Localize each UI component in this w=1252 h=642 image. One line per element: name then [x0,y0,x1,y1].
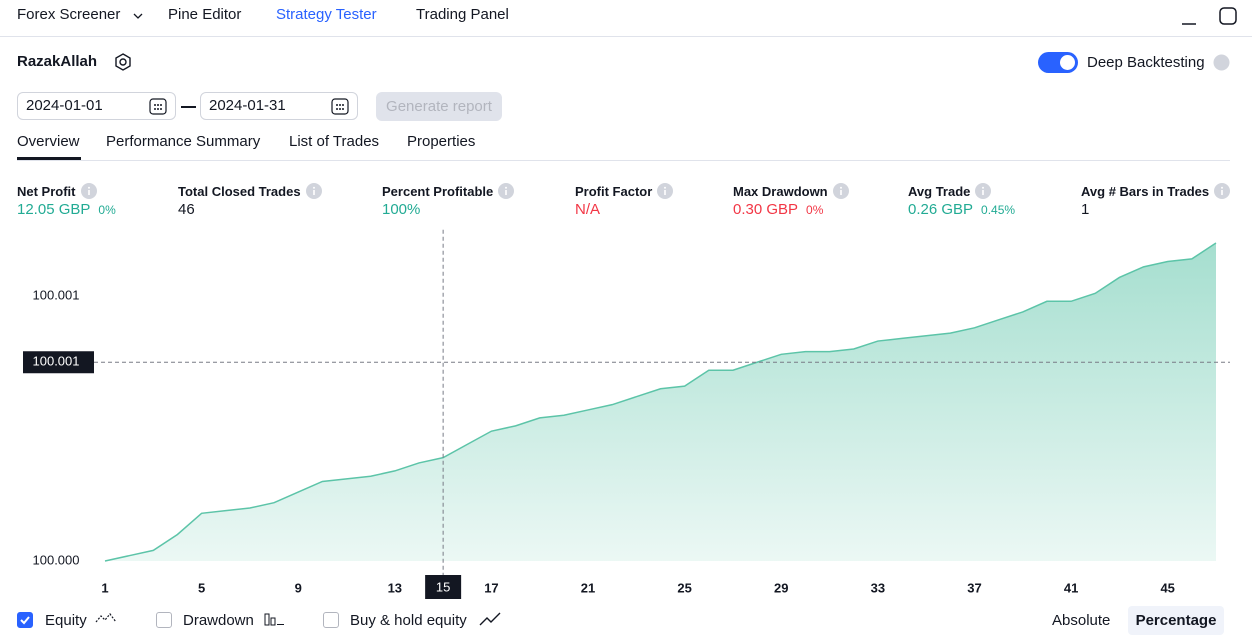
tab[interactable]: Properties [407,133,476,150]
nav-item[interactable]: Forex Screener [17,6,121,23]
x-tick-label: 37 [967,580,981,595]
metric-main: N/A [575,201,601,218]
x-tick-label: 1 [101,580,108,595]
date-from[interactable]: 2024-01-01 [17,92,176,120]
x-tick-label: 13 [388,580,402,595]
x-tick-label: 5 [198,580,205,595]
tab[interactable]: List of Trades [289,133,380,150]
metric-value: 1 [1081,201,1089,218]
x-tick-label: 21 [581,580,595,595]
series-icon [262,610,288,628]
date-to[interactable]: 2024-01-31 [200,92,358,120]
metric-main: 12.05 GBP [17,201,91,218]
tabs-divider [17,160,1230,161]
crosshair-y-box [23,351,94,374]
strategy-name: RazakAllah [17,53,98,70]
metric-value: 0.26 GBP 0.45% [908,201,1015,218]
metric-sub: 0.45% [981,203,1016,217]
series-icon [94,610,120,628]
tab[interactable]: Overview [17,133,80,150]
metric-main: 46 [178,201,195,218]
metric-main: 0.26 GBP [908,201,974,218]
checkbox[interactable] [323,612,339,628]
x-tick-label: 17 [484,580,498,595]
dropdown-icon [133,13,143,19]
tab[interactable]: Performance Summary [106,133,261,150]
settings-icon[interactable] [113,52,133,72]
metric-label: Max Drawdown [733,183,849,199]
mode-button[interactable]: Percentage [1128,606,1224,635]
deep-backtesting-label: Deep Backtesting [1087,54,1205,71]
info-icon[interactable] [80,183,97,199]
x-tick-label: 33 [871,580,885,595]
info-icon[interactable] [305,183,322,199]
metric-label: Total Closed Trades [178,183,322,199]
equity-line [104,242,1217,562]
nav-item[interactable]: Trading Panel [416,6,509,23]
info-icon[interactable] [657,183,674,199]
metric-main: 0.30 GBP [733,201,799,218]
checkbox[interactable] [17,612,33,628]
metric-label: Percent Profitable [382,183,515,199]
metric-label: Net Profit [17,183,97,199]
help-icon[interactable] [1213,54,1230,71]
metric-value: N/A [575,201,600,218]
x-tick-label: 9 [295,580,302,595]
toggle-label[interactable]: Buy & hold equity [350,612,467,629]
x-tick-label: 45 [1160,580,1174,595]
calendar-icon[interactable] [148,96,168,116]
metric-sub: 0% [98,203,116,217]
metric-label: Profit Factor [575,183,674,199]
series-icon [478,610,504,628]
mode-button[interactable]: Absolute [1052,612,1111,629]
nav-divider [0,36,1252,37]
nav-item[interactable]: Strategy Tester [276,6,377,23]
toggle-label[interactable]: Equity [45,612,87,629]
metric-sub: 0% [806,203,824,217]
calendar-icon[interactable] [330,96,350,116]
deep-backtesting-toggle[interactable] [1038,52,1078,73]
metric-value: 100% [382,201,420,218]
area-fill [105,243,1216,561]
crosshair-x-box [425,575,462,599]
y-tick-label: 100.001 [33,287,80,302]
metric-label: Avg Trade [908,183,992,199]
toggle-label[interactable]: Drawdown [183,612,254,629]
active-tab-underline [17,157,81,160]
generate-report-button[interactable]: Generate report [376,92,502,121]
info-icon[interactable] [1214,183,1231,199]
window-controls[interactable] [1178,6,1238,28]
crosshair-y-label: 100.001 [33,354,80,369]
metric-main: 100% [382,201,421,218]
checkbox[interactable] [156,612,172,628]
info-icon[interactable] [832,183,849,199]
info-icon[interactable] [498,183,515,199]
nav-item[interactable]: Pine Editor [168,6,242,23]
info-icon[interactable] [975,183,992,199]
metric-label: Avg # Bars in Trades [1081,183,1231,199]
y-tick-label: 100.000 [33,552,80,567]
metric-value: 0.30 GBP 0% [733,201,823,218]
metric-main: 1 [1081,201,1090,218]
range-dash [181,106,196,108]
x-tick-label: 29 [774,580,788,595]
x-tick-label: 41 [1064,580,1078,595]
metric-value: 46 [178,201,195,218]
x-tick-label: 25 [677,580,691,595]
metric-value: 12.05 GBP 0% [17,201,116,218]
crosshair-x-label: 15 [436,579,450,594]
